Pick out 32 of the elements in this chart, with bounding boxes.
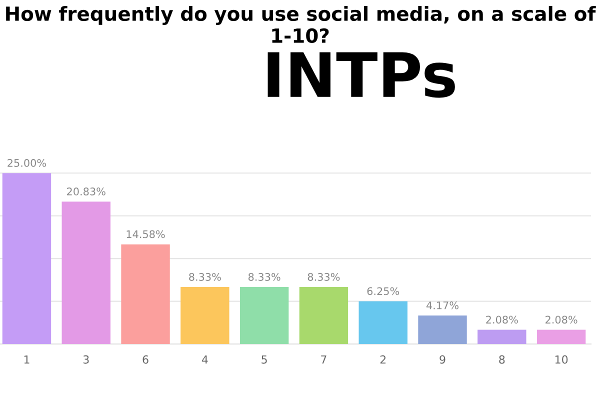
bar xyxy=(121,244,170,344)
data-label: 2.08% xyxy=(486,316,518,324)
bar xyxy=(240,287,289,344)
chart-title: How frequently do you use social media, on a scale of 1-10? xyxy=(6,6,596,43)
data-label: 8.33% xyxy=(308,272,340,281)
x-tick-label: 7 xyxy=(321,355,326,364)
bar xyxy=(358,301,408,344)
data-label: 4.17% xyxy=(426,301,458,310)
x-tick-label: 5 xyxy=(262,355,267,364)
data-label: 8.33% xyxy=(189,272,221,281)
x-tick-label: 8 xyxy=(499,355,505,364)
x-tick-label: 4 xyxy=(202,355,208,364)
x-tick-label: 1 xyxy=(24,355,30,364)
data-label: 6.25% xyxy=(367,287,400,296)
data-label: 14.58% xyxy=(126,230,165,238)
x-tick-label: 3 xyxy=(83,355,89,364)
bar xyxy=(299,287,348,344)
data-label: 20.83% xyxy=(67,188,106,196)
data-label: 25.00% xyxy=(8,159,46,167)
x-tick-label: 10 xyxy=(555,355,568,364)
chart-subtitle: INTPs xyxy=(268,52,455,98)
x-tick-label: 2 xyxy=(380,355,386,364)
x-tick-label: 9 xyxy=(440,355,446,364)
bar xyxy=(536,330,586,344)
x-tick-label: 6 xyxy=(142,355,148,364)
bar xyxy=(478,330,526,344)
bar xyxy=(62,202,110,344)
bar xyxy=(418,315,467,344)
data-label: 2.08% xyxy=(546,316,578,324)
bar xyxy=(2,173,52,344)
data-label: 8.33% xyxy=(248,272,280,281)
bar xyxy=(180,287,230,344)
